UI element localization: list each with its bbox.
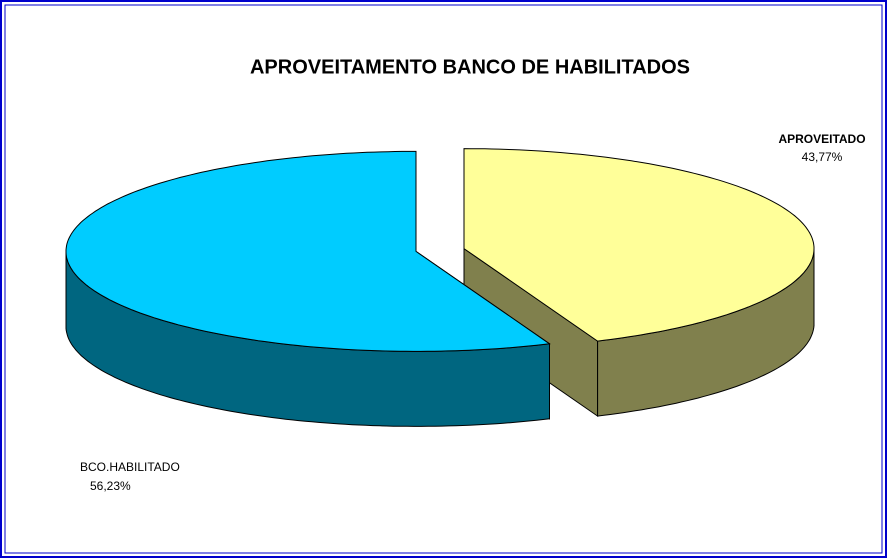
slice-value-label: 43,77% bbox=[802, 150, 843, 164]
frame-inner bbox=[4, 4, 883, 554]
chart-title: APROVEITAMENTO BANCO DE HABILITADOS bbox=[250, 56, 690, 78]
slice-value-label: 56,23% bbox=[90, 479, 131, 493]
slice-label: BCO.HABILITADO bbox=[80, 460, 180, 474]
slice bbox=[463, 148, 815, 342]
slice bbox=[65, 150, 551, 352]
slice-label: APROVEITADO bbox=[778, 132, 865, 146]
pie bbox=[65, 148, 815, 427]
